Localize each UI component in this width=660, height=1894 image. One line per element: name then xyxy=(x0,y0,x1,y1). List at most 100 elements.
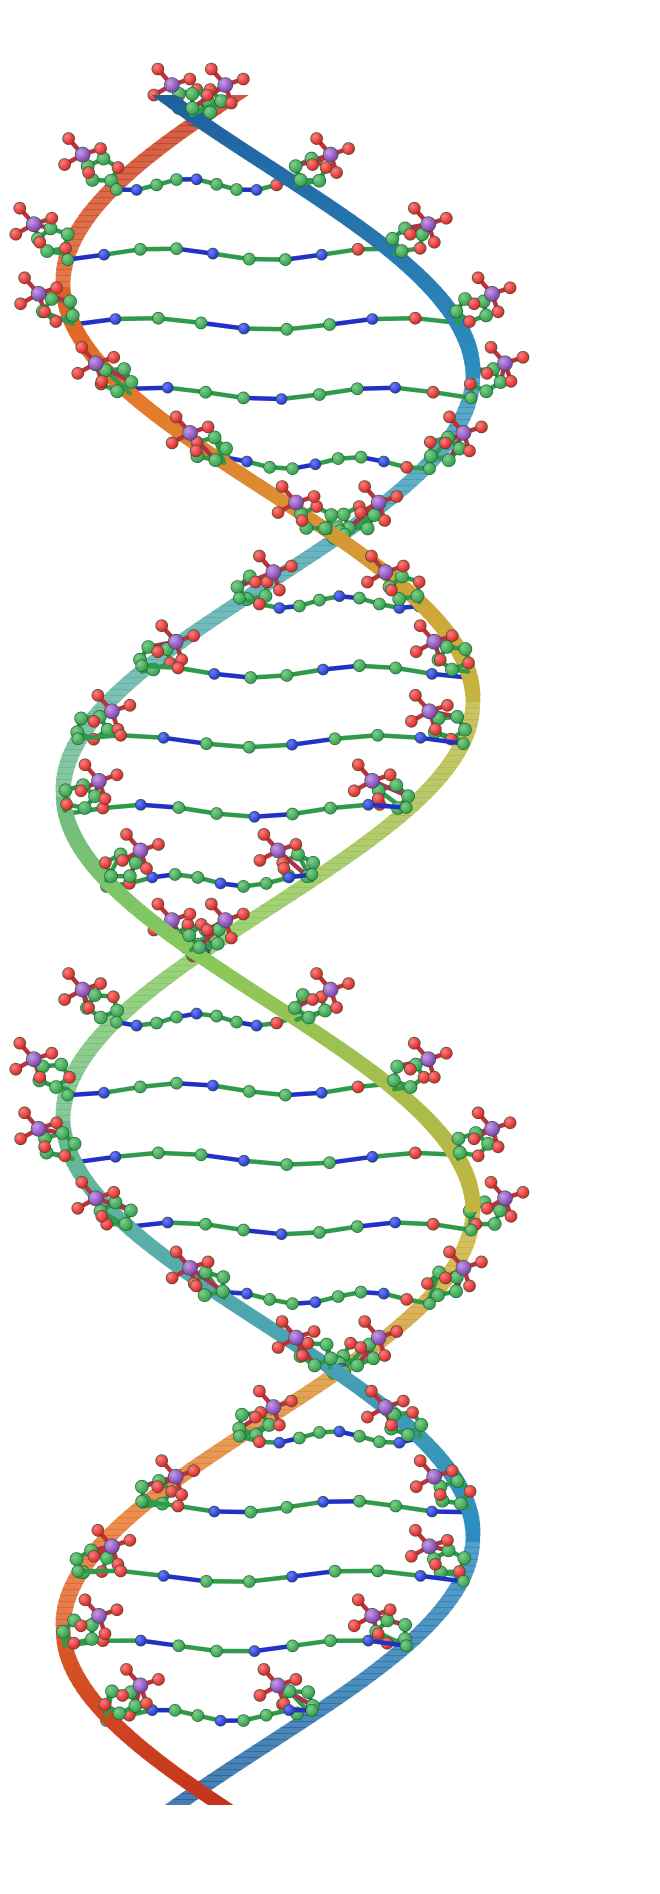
oxygen-atom xyxy=(413,1454,427,1467)
carbon-atom xyxy=(210,1009,223,1023)
oxygen-atom xyxy=(439,1046,453,1060)
oxygen-atom xyxy=(351,1080,365,1094)
carbon-atom xyxy=(93,1010,108,1025)
backbone-ribbon-b xyxy=(202,611,239,618)
carbon-atom xyxy=(203,105,217,120)
nitrogen-atom xyxy=(286,1570,298,1583)
carbon-atom xyxy=(172,801,185,814)
oxygen-atom xyxy=(205,897,218,911)
backbone-ribbon-b xyxy=(77,857,103,864)
backbone-ribbon-b xyxy=(386,485,418,492)
oxygen-atom xyxy=(95,374,109,388)
carbon-atom xyxy=(324,1634,337,1647)
oxygen-atom xyxy=(62,967,75,980)
oxygen-atom xyxy=(426,385,440,399)
backbone-ribbon-b xyxy=(141,1757,175,1764)
oxygen-atom xyxy=(319,161,333,174)
oxygen-atom xyxy=(58,993,71,1006)
carbon-atom xyxy=(398,1618,413,1632)
oxygen-atom xyxy=(463,315,476,328)
backbone-ribbon-a xyxy=(123,161,156,168)
phosphorus-atom xyxy=(91,1608,107,1624)
nitrogen-atom xyxy=(190,1007,203,1020)
backbone-ribbon-b xyxy=(462,353,480,360)
phosphorus-atom xyxy=(104,703,120,720)
backbone-ribbon-a xyxy=(55,269,72,276)
carbon-atom xyxy=(450,709,465,724)
backbone-ribbon-b xyxy=(116,1511,149,1518)
oxygen-atom xyxy=(71,366,85,380)
carbon-atom xyxy=(71,1564,85,1578)
backbone-ribbon-b xyxy=(59,821,79,828)
backbone-ribbon-a xyxy=(316,1367,353,1374)
nitrogen-atom xyxy=(161,1216,174,1229)
backbone-ribbon-b xyxy=(413,281,442,288)
carbon-atom xyxy=(230,183,243,196)
backbone-ribbon-a xyxy=(287,881,324,888)
backbone-ribbon-a xyxy=(137,149,171,156)
carbon-atom xyxy=(69,1552,84,1566)
bond xyxy=(156,1150,204,1158)
carbon-atom xyxy=(237,880,250,893)
base-pair xyxy=(66,311,465,336)
backbone-ribbon-a xyxy=(224,1307,262,1314)
oxygen-atom xyxy=(408,311,422,325)
oxygen-atom xyxy=(342,977,355,990)
nitrogen-atom xyxy=(426,668,438,680)
carbon-atom xyxy=(200,1575,213,1588)
carbon-atom xyxy=(123,869,137,884)
backbone-ribbon-a xyxy=(65,1163,88,1170)
oxygen-atom xyxy=(189,444,203,458)
oxygen-atom xyxy=(33,235,47,249)
sugar-phosphate-group xyxy=(58,758,124,815)
sugar-phosphate-group xyxy=(271,1315,338,1373)
carbon-atom xyxy=(487,1217,502,1231)
backbone-ribbon-b xyxy=(102,887,132,894)
sugar-phosphate-group xyxy=(288,132,355,188)
backbone-ribbon-b xyxy=(464,365,481,372)
backbone-ribbon-b xyxy=(354,233,389,240)
sugar-phosphate-group xyxy=(361,549,426,606)
phosphorus-atom xyxy=(497,355,513,372)
nitrogen-atom xyxy=(389,1216,402,1229)
backbone-ribbon-a xyxy=(464,689,481,696)
carbon-atom xyxy=(313,1426,326,1439)
bond xyxy=(430,389,474,401)
oxygen-atom xyxy=(237,72,250,86)
carbon-atom xyxy=(458,722,472,737)
oxygen-atom xyxy=(67,1636,81,1650)
backbone-ribbon-b xyxy=(451,1163,474,1170)
oxygen-atom xyxy=(330,166,343,179)
backbone-ribbon-a xyxy=(463,683,481,690)
backbone-ribbon-b xyxy=(393,263,425,270)
backbone-ribbon-b xyxy=(227,983,264,990)
backbone-ribbon-b xyxy=(464,1199,481,1206)
oxygen-atom xyxy=(439,1271,452,1285)
backbone-ribbon-b xyxy=(186,1457,223,1464)
backbone-ribbon-b xyxy=(59,1655,79,1662)
backbone-ribbon-a xyxy=(332,851,368,858)
phosphorus-atom xyxy=(91,772,107,789)
backbone-ribbon-a xyxy=(68,1169,92,1176)
backbone-ribbon-a xyxy=(335,545,371,552)
oxygen-atom xyxy=(310,132,323,145)
backbone-ribbon-b xyxy=(164,1775,200,1782)
base-pair xyxy=(123,1216,478,1240)
oxygen-atom xyxy=(403,1062,417,1076)
oxygen-atom xyxy=(107,1186,121,1199)
carbon-atom xyxy=(67,1137,82,1151)
bond xyxy=(75,733,123,742)
carbon-atom xyxy=(280,1501,294,1514)
oxygen-atom xyxy=(385,583,398,597)
backbone-ribbon-a xyxy=(127,401,159,408)
oxygen-atom xyxy=(58,1149,72,1163)
backbone-ribbon-a xyxy=(235,479,273,486)
backbone-ribbon-a xyxy=(83,1037,111,1044)
backbone-ribbon-a xyxy=(465,1529,481,1536)
backbone-ribbon-a xyxy=(66,329,89,336)
oxygen-atom xyxy=(75,340,89,354)
nitrogen-atom xyxy=(207,1079,219,1092)
bond xyxy=(252,811,295,820)
carbon-atom xyxy=(150,178,163,192)
phosphorus-atom xyxy=(288,1329,304,1346)
